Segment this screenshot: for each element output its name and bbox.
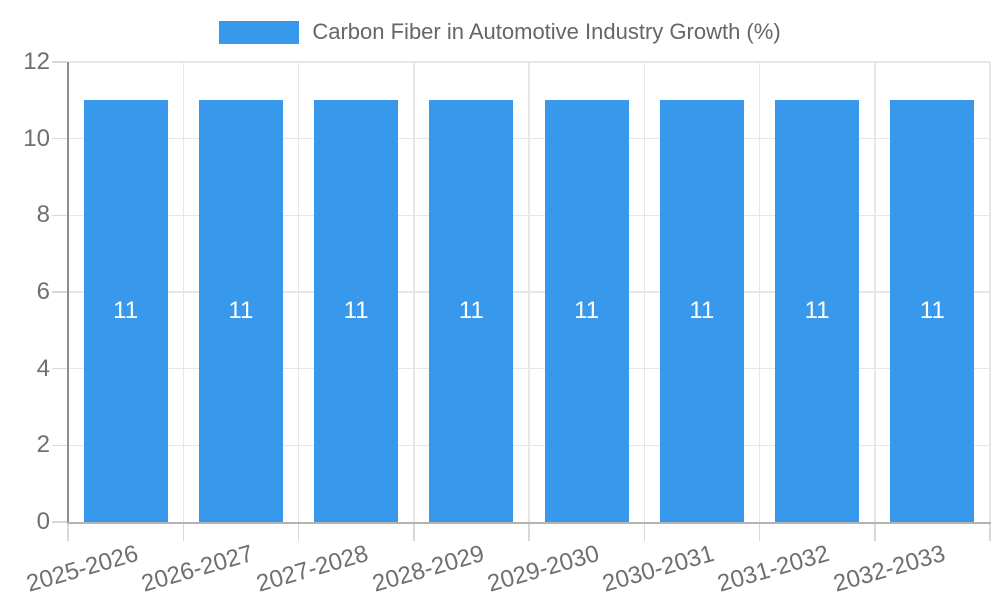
x-axis-tick bbox=[528, 524, 530, 541]
bar-value-label: 11 bbox=[343, 297, 369, 325]
bar-value-label: 11 bbox=[228, 297, 254, 325]
y-axis-tick bbox=[52, 214, 67, 217]
gridline-vertical bbox=[989, 62, 991, 522]
bar[interactable] bbox=[83, 100, 168, 522]
y-axis-tick-label: 4 bbox=[36, 354, 50, 382]
y-axis-tick-label: 6 bbox=[36, 278, 50, 305]
x-axis-tick bbox=[182, 524, 184, 541]
x-axis-tick bbox=[297, 524, 300, 541]
bar-value-label: 11 bbox=[919, 297, 945, 325]
y-axis-tick-label: 0 bbox=[36, 508, 50, 535]
bar[interactable] bbox=[429, 100, 514, 522]
x-axis-tick bbox=[67, 524, 69, 541]
y-axis-tick bbox=[52, 137, 67, 140]
legend[interactable]: Carbon Fiber in Automotive Industry Grow… bbox=[0, 17, 1000, 47]
x-axis-tick bbox=[874, 524, 876, 541]
gridline-vertical bbox=[874, 62, 876, 522]
y-axis-tick-label: 10 bbox=[23, 124, 50, 152]
y-axis-tick bbox=[52, 61, 67, 63]
y-axis-tick bbox=[52, 291, 67, 293]
bar-value-label: 11 bbox=[113, 297, 139, 325]
x-axis-line bbox=[67, 522, 991, 524]
x-axis-tick-label: 2028-2029 bbox=[369, 540, 487, 598]
gridline-vertical bbox=[643, 62, 645, 522]
x-axis-tick-label: 2026-2027 bbox=[138, 540, 257, 598]
y-axis-line bbox=[67, 62, 69, 524]
y-axis-tick-label: 2 bbox=[36, 431, 50, 459]
gridline-vertical bbox=[182, 62, 184, 522]
x-axis-tick-label: 2030-2031 bbox=[599, 540, 718, 598]
bar-value-label: 11 bbox=[458, 297, 484, 325]
x-axis-tick bbox=[643, 524, 645, 541]
x-axis-tick-label: 2027-2028 bbox=[253, 540, 372, 598]
gridline-vertical bbox=[413, 62, 415, 522]
bar[interactable] bbox=[775, 100, 860, 522]
x-axis-tick bbox=[413, 524, 415, 541]
gridline-vertical bbox=[758, 62, 761, 522]
bar-value-label: 11 bbox=[804, 297, 830, 325]
bar[interactable] bbox=[198, 100, 283, 522]
bar-value-label: 11 bbox=[574, 297, 600, 325]
gridline-vertical bbox=[297, 62, 300, 522]
legend-label: Carbon Fiber in Automotive Industry Grow… bbox=[312, 19, 781, 44]
y-axis-tick-label: 12 bbox=[23, 48, 50, 75]
x-axis-tick-label: 2025-2026 bbox=[23, 540, 142, 598]
y-axis-tick bbox=[52, 444, 67, 447]
bar[interactable] bbox=[314, 100, 399, 522]
x-axis-tick bbox=[989, 524, 991, 541]
bar[interactable] bbox=[890, 100, 975, 522]
x-axis-tick-label: 2031-2032 bbox=[714, 540, 833, 598]
gridline-vertical bbox=[528, 62, 530, 522]
y-axis-tick bbox=[52, 521, 67, 523]
x-axis-tick bbox=[758, 524, 761, 541]
x-axis-tick-label: 2029-2030 bbox=[484, 540, 603, 598]
x-axis-tick-label: 2032-2033 bbox=[830, 540, 948, 598]
y-axis-tick-label: 8 bbox=[36, 201, 50, 229]
bar[interactable] bbox=[659, 100, 744, 522]
bar[interactable] bbox=[544, 100, 629, 522]
bar-value-label: 11 bbox=[689, 297, 715, 325]
legend-swatch-icon bbox=[219, 20, 300, 44]
y-axis-tick bbox=[52, 367, 67, 370]
